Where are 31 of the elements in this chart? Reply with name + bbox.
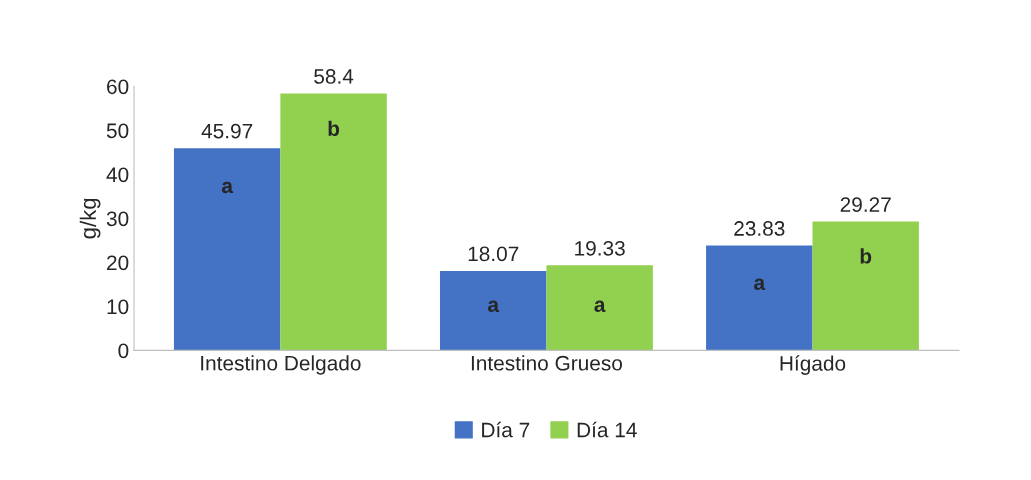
x-tick-label: Hígado xyxy=(780,355,846,375)
data-label: 29.27 xyxy=(840,197,891,212)
bar xyxy=(280,93,387,351)
y-tick-label: 0 xyxy=(118,343,129,359)
y-tick-label: 10 xyxy=(107,299,129,315)
bar xyxy=(812,221,919,351)
data-label: 19.33 xyxy=(575,240,625,256)
y-tick-label: 60 xyxy=(107,79,129,95)
y-tick-label: 50 xyxy=(106,123,129,139)
bar xyxy=(546,265,653,351)
annotation: a xyxy=(488,300,500,312)
y-axis-title: g/kg xyxy=(79,198,101,239)
y-tick-label: 20 xyxy=(107,255,129,271)
y-tick-label: 40 xyxy=(106,167,129,183)
data-label: 18.07 xyxy=(468,246,519,262)
annotation: b xyxy=(328,120,340,136)
legend-label: Día 14 xyxy=(577,421,637,438)
legend-label: Día 7 xyxy=(482,421,530,438)
y-tick-label: 30 xyxy=(106,211,129,227)
data-label: 58.4 xyxy=(314,69,354,84)
x-tick-label: Intestino Delgado xyxy=(201,355,361,375)
data-label: 23.83 xyxy=(734,221,785,236)
bar xyxy=(706,245,813,351)
bar xyxy=(173,148,281,351)
annotation: a xyxy=(594,300,606,312)
annotation: b xyxy=(860,248,872,264)
x-tick-label: Intestino Grueso xyxy=(471,355,622,371)
annotation: a xyxy=(221,181,234,194)
annotation: a xyxy=(754,278,766,290)
bar xyxy=(440,270,547,351)
data-label: 45.97 xyxy=(201,123,253,139)
